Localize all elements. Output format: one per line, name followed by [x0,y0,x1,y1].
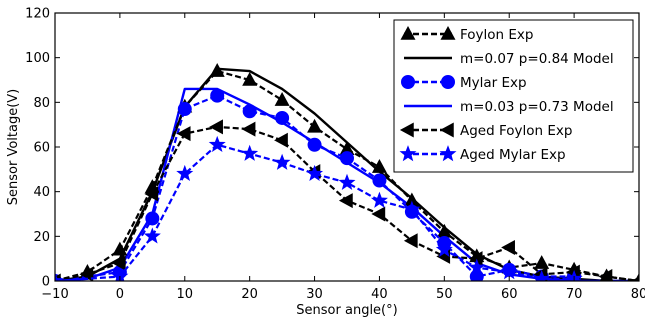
data-point [242,104,257,119]
data-point [55,272,64,281]
data-point [208,135,226,152]
x-tick-label: 80 [631,287,645,302]
x-tick-label: 20 [241,287,258,302]
x-tick-label: 10 [177,287,194,302]
legend-entry: m=0.07 p=0.84 Model [404,51,614,67]
data-point [306,164,324,182]
data-point [143,227,161,244]
data-point [371,206,386,222]
data-point [241,121,256,137]
data-point [209,119,223,135]
legend-marker [401,75,415,89]
legend-label: m=0.07 p=0.84 Model [460,51,614,67]
legend-marker [399,145,417,162]
data-point [144,186,159,202]
x-tick-label: 0 [116,287,124,302]
legend-entry: Aged Foylon Exp [399,122,572,139]
y-tick-label: 60 [33,141,50,156]
y-tick-label: 20 [33,230,50,245]
data-point [145,211,160,226]
x-axis-label: Sensor angle(°) [296,303,397,318]
y-axis-label: Sensor Voltage(V) [6,89,21,206]
y-tick-label: 120 [25,7,50,22]
legend-label: Foylon Exp [460,27,533,43]
legend-entry: Aged Mylar Exp [399,145,566,163]
legend: Foylon Exp m=0.07 p=0.84 Model Mylar Exp m=… [393,19,634,173]
data-point [500,263,518,280]
series-layer [55,63,639,281]
legend-marker [441,75,455,89]
data-point [275,110,290,125]
legend-label: Aged Mylar Exp [460,147,566,163]
legend-marker [439,145,457,162]
legend-marker [399,122,414,138]
x-tick-label: 50 [436,287,453,302]
data-point [372,173,387,188]
data-point [274,92,290,106]
data-point [210,88,225,103]
data-point [177,102,192,117]
series-line [55,94,575,281]
data-point [403,233,418,249]
x-tick-label: 30 [306,287,323,302]
data-point [273,153,291,170]
legend-entry: m=0.03 p=0.73 Model [404,99,614,115]
data-point [242,71,258,86]
series-line [55,143,575,281]
data-point [274,132,288,148]
legend-marker [440,25,456,40]
x-tick-label: 60 [501,287,518,302]
legend-label: Mylar Exp [460,75,527,91]
data-point [501,240,515,255]
x-tick-label: 40 [371,287,388,302]
y-tick-label: 0 [42,275,50,290]
data-point [338,173,356,190]
legend-frame [393,19,634,173]
data-point [307,118,323,133]
data-point [176,126,191,142]
legend-label: Aged Foylon Exp [460,123,572,139]
data-point [241,144,259,161]
x-tick-label: −10 [41,287,68,302]
legend-entry: Mylar Exp [401,75,527,91]
y-tick-label: 80 [33,96,50,111]
data-point [534,255,550,269]
data-point [209,63,225,77]
data-point [403,200,421,217]
x-tick-label: 70 [566,287,583,302]
data-point [79,266,94,281]
y-tick-label: 100 [25,51,50,66]
y-tick-label: 40 [33,185,50,200]
legend-entry: Foylon Exp [400,25,533,43]
legend-marker [400,25,416,40]
series-6 [55,135,583,281]
data-point [435,240,453,257]
data-point [338,193,353,209]
data-point [340,151,354,166]
data-point [533,269,551,281]
legend-marker [439,122,454,138]
legend-label: m=0.03 p=0.73 Model [460,99,614,115]
series-1 [55,63,639,281]
data-point [370,191,388,208]
data-point [630,276,639,281]
data-point [307,137,322,152]
data-point [176,164,194,182]
data-point [598,269,613,281]
data-point [371,159,387,173]
data-point [468,258,486,275]
data-point [112,241,128,256]
data-point [111,255,126,271]
